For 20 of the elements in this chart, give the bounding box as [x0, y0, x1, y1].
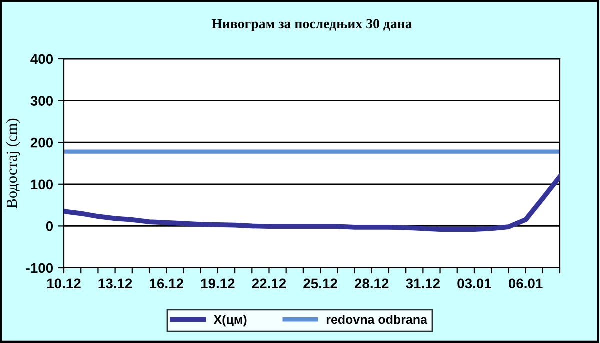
x-tick-label: 16.12 — [150, 278, 184, 289]
legend-label: X(цм) — [214, 314, 247, 327]
x-tick-label: 03.01 — [458, 278, 492, 289]
x-tick-label: 06.01 — [508, 278, 543, 289]
x-tick-label: 19.12 — [201, 278, 235, 289]
legend-label: redovna odbrana — [326, 314, 428, 324]
y-tick-label: 0 — [46, 222, 54, 232]
y-tick-label: 300 — [30, 96, 54, 106]
x-tick-label: 25.12 — [304, 278, 338, 289]
x-tick-label: 31.12 — [406, 278, 440, 289]
y-tick-label: 400 — [30, 54, 54, 64]
y-tick-label: 100 — [31, 180, 54, 190]
chart-title: Нивограм за последњих 30 дана — [212, 19, 412, 32]
x-tick-label: 13.12 — [98, 278, 132, 289]
x-tick-label: 28.12 — [354, 278, 389, 289]
y-tick-label: 200 — [30, 138, 54, 148]
x-tick-label: 22.12 — [252, 278, 286, 288]
y-axis-title: Водостај (cm) — [6, 118, 20, 208]
x-tick-label: 10.12 — [48, 278, 81, 289]
y-tick-label: -100 — [26, 263, 54, 274]
